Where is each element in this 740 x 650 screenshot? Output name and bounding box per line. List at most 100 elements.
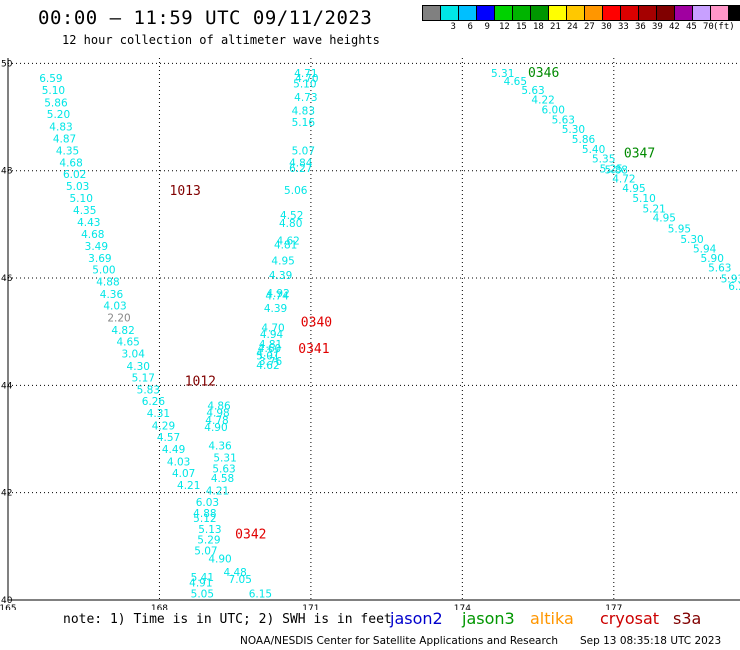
swh-point: 4.29 — [152, 420, 175, 432]
swh-point: 5.31 — [491, 68, 514, 80]
swh-point: 4.21 — [206, 485, 229, 497]
swh-point: 4.21 — [177, 480, 200, 492]
swh-point: 4.71 — [294, 68, 317, 80]
swh-point: 5.16 — [292, 117, 316, 129]
swh-point: 5.63 — [708, 263, 731, 275]
legend-label: 18 — [533, 22, 544, 32]
swh-point: 4.95 — [271, 256, 294, 268]
swh-point: 4.58 — [211, 473, 234, 485]
swh-point: 5.40 — [582, 144, 605, 156]
swh-point: 4.80 — [279, 218, 302, 230]
swh-point: 5.10 — [42, 85, 65, 97]
legend-label: 39 — [652, 22, 663, 32]
swh-point: 4.72 — [612, 173, 635, 185]
legend-swatch — [728, 5, 740, 21]
track-time-label: 1013 — [170, 184, 201, 199]
footnote: note: 1) Time is in UTC; 2) SWH is in fe… — [63, 612, 392, 627]
swh-point: 4.39 — [269, 270, 292, 282]
swh-point: 5.88 — [605, 164, 628, 176]
legend-label: 6 — [467, 22, 473, 32]
swh-point: 4.48 — [223, 567, 246, 579]
swh-point: 5.29 — [197, 535, 220, 547]
satellite-jason3: jason3 — [462, 609, 515, 628]
swh-point: 6.15 — [249, 588, 272, 600]
swh-point: 6.00 — [542, 104, 565, 116]
swh-point: 4.31 — [147, 408, 170, 420]
swh-point: 4.91 — [189, 578, 212, 590]
swh-point: 4.70 — [295, 73, 318, 85]
y-tick-label: 48 — [1, 167, 13, 177]
swh-point: 6.03 — [196, 497, 219, 509]
swh-point: 6.23 — [728, 281, 740, 293]
chart-subtitle: 12 hour collection of altimeter wave hei… — [62, 33, 380, 47]
legend-label: 33 — [618, 22, 629, 32]
swh-point: 4.68 — [81, 229, 104, 241]
track-time-label: 0341 — [298, 342, 329, 357]
legend-label: 30 — [601, 22, 612, 32]
legend-label: 21 — [550, 22, 561, 32]
swh-point: 6.02 — [63, 169, 86, 181]
swh-point: 5.90 — [701, 253, 724, 265]
legend-label: 9 — [484, 22, 490, 32]
swh-point: 4.36 — [208, 441, 232, 453]
swh-point: 4.94 — [260, 329, 284, 341]
swh-point: 4.87 — [53, 133, 76, 145]
swh-point: 4.90 — [204, 422, 227, 434]
track-time-label: 0342 — [235, 527, 266, 542]
swh-point: 5.95 — [668, 223, 691, 235]
swh-point: 5.86 — [44, 97, 68, 109]
legend-label: 27 — [584, 22, 595, 32]
y-tick-label: 50 — [1, 59, 13, 69]
swh-point: 4.83 — [49, 121, 72, 133]
swh-point: 5.10 — [632, 193, 655, 205]
swh-point: 4.36 — [100, 289, 124, 301]
swh-point: 4.30 — [127, 361, 150, 373]
swh-point: 4.68 — [59, 157, 82, 169]
swh-point: 4.52 — [280, 210, 303, 222]
swh-point: 5.35 — [592, 154, 615, 166]
swh-point: 5.03 — [66, 181, 89, 193]
swh-point: 3.76 — [259, 356, 283, 368]
swh-point: 4.95 — [622, 183, 645, 195]
swh-point: 2.20 — [107, 312, 130, 324]
y-tick-label: 44 — [1, 381, 13, 391]
swh-point: 4.65 — [504, 76, 527, 88]
x-tick-label: 177 — [605, 604, 622, 610]
x-tick-label: 174 — [454, 604, 471, 610]
y-tick-label: 46 — [1, 274, 13, 284]
x-tick-label: 171 — [302, 604, 319, 610]
swh-point: 4.03 — [167, 456, 190, 468]
swh-point: 6.59 — [39, 73, 62, 85]
satellite-cryosat: cryosat — [600, 609, 660, 628]
swh-point: 4.22 — [531, 95, 554, 107]
swh-point: 5.63 — [552, 114, 575, 126]
swh-point: 4.37 — [256, 347, 279, 359]
swh-point: 4.73 — [294, 92, 317, 104]
swh-point: 4.35 — [73, 205, 96, 217]
color-legend — [422, 5, 740, 21]
swh-point: 5.01 — [256, 351, 279, 363]
swh-point: 4.39 — [264, 303, 287, 315]
swh-point: 4.43 — [77, 217, 100, 229]
track-time-label: 1012 — [185, 374, 216, 389]
swh-point: 6.26 — [142, 396, 166, 408]
swh-point: 5.83 — [137, 384, 160, 396]
legend-label: 12 — [499, 22, 510, 32]
swh-point: 5.20 — [47, 109, 70, 121]
swh-point: 4.90 — [208, 553, 231, 565]
track-time-label: 0346 — [528, 66, 559, 81]
swh-point: 4.82 — [111, 325, 134, 337]
swh-point: 4.62 — [256, 360, 279, 372]
credit-line: NOAA/NESDIS Center for Satellite Applica… — [240, 635, 558, 647]
swh-point: 4.57 — [157, 432, 180, 444]
swh-point: 4.98 — [206, 407, 229, 419]
swh-point: 3.04 — [122, 348, 146, 360]
swh-point: 4.81 — [274, 240, 297, 252]
swh-point: 4.07 — [172, 468, 195, 480]
legend-label: 36 — [635, 22, 646, 32]
swh-point: 5.10 — [293, 79, 316, 91]
swh-point: 5.07 — [194, 545, 217, 557]
legend-unit: (ft) — [713, 22, 735, 32]
track-time-label: 0347 — [624, 146, 655, 161]
legend-label: 15 — [516, 22, 527, 32]
